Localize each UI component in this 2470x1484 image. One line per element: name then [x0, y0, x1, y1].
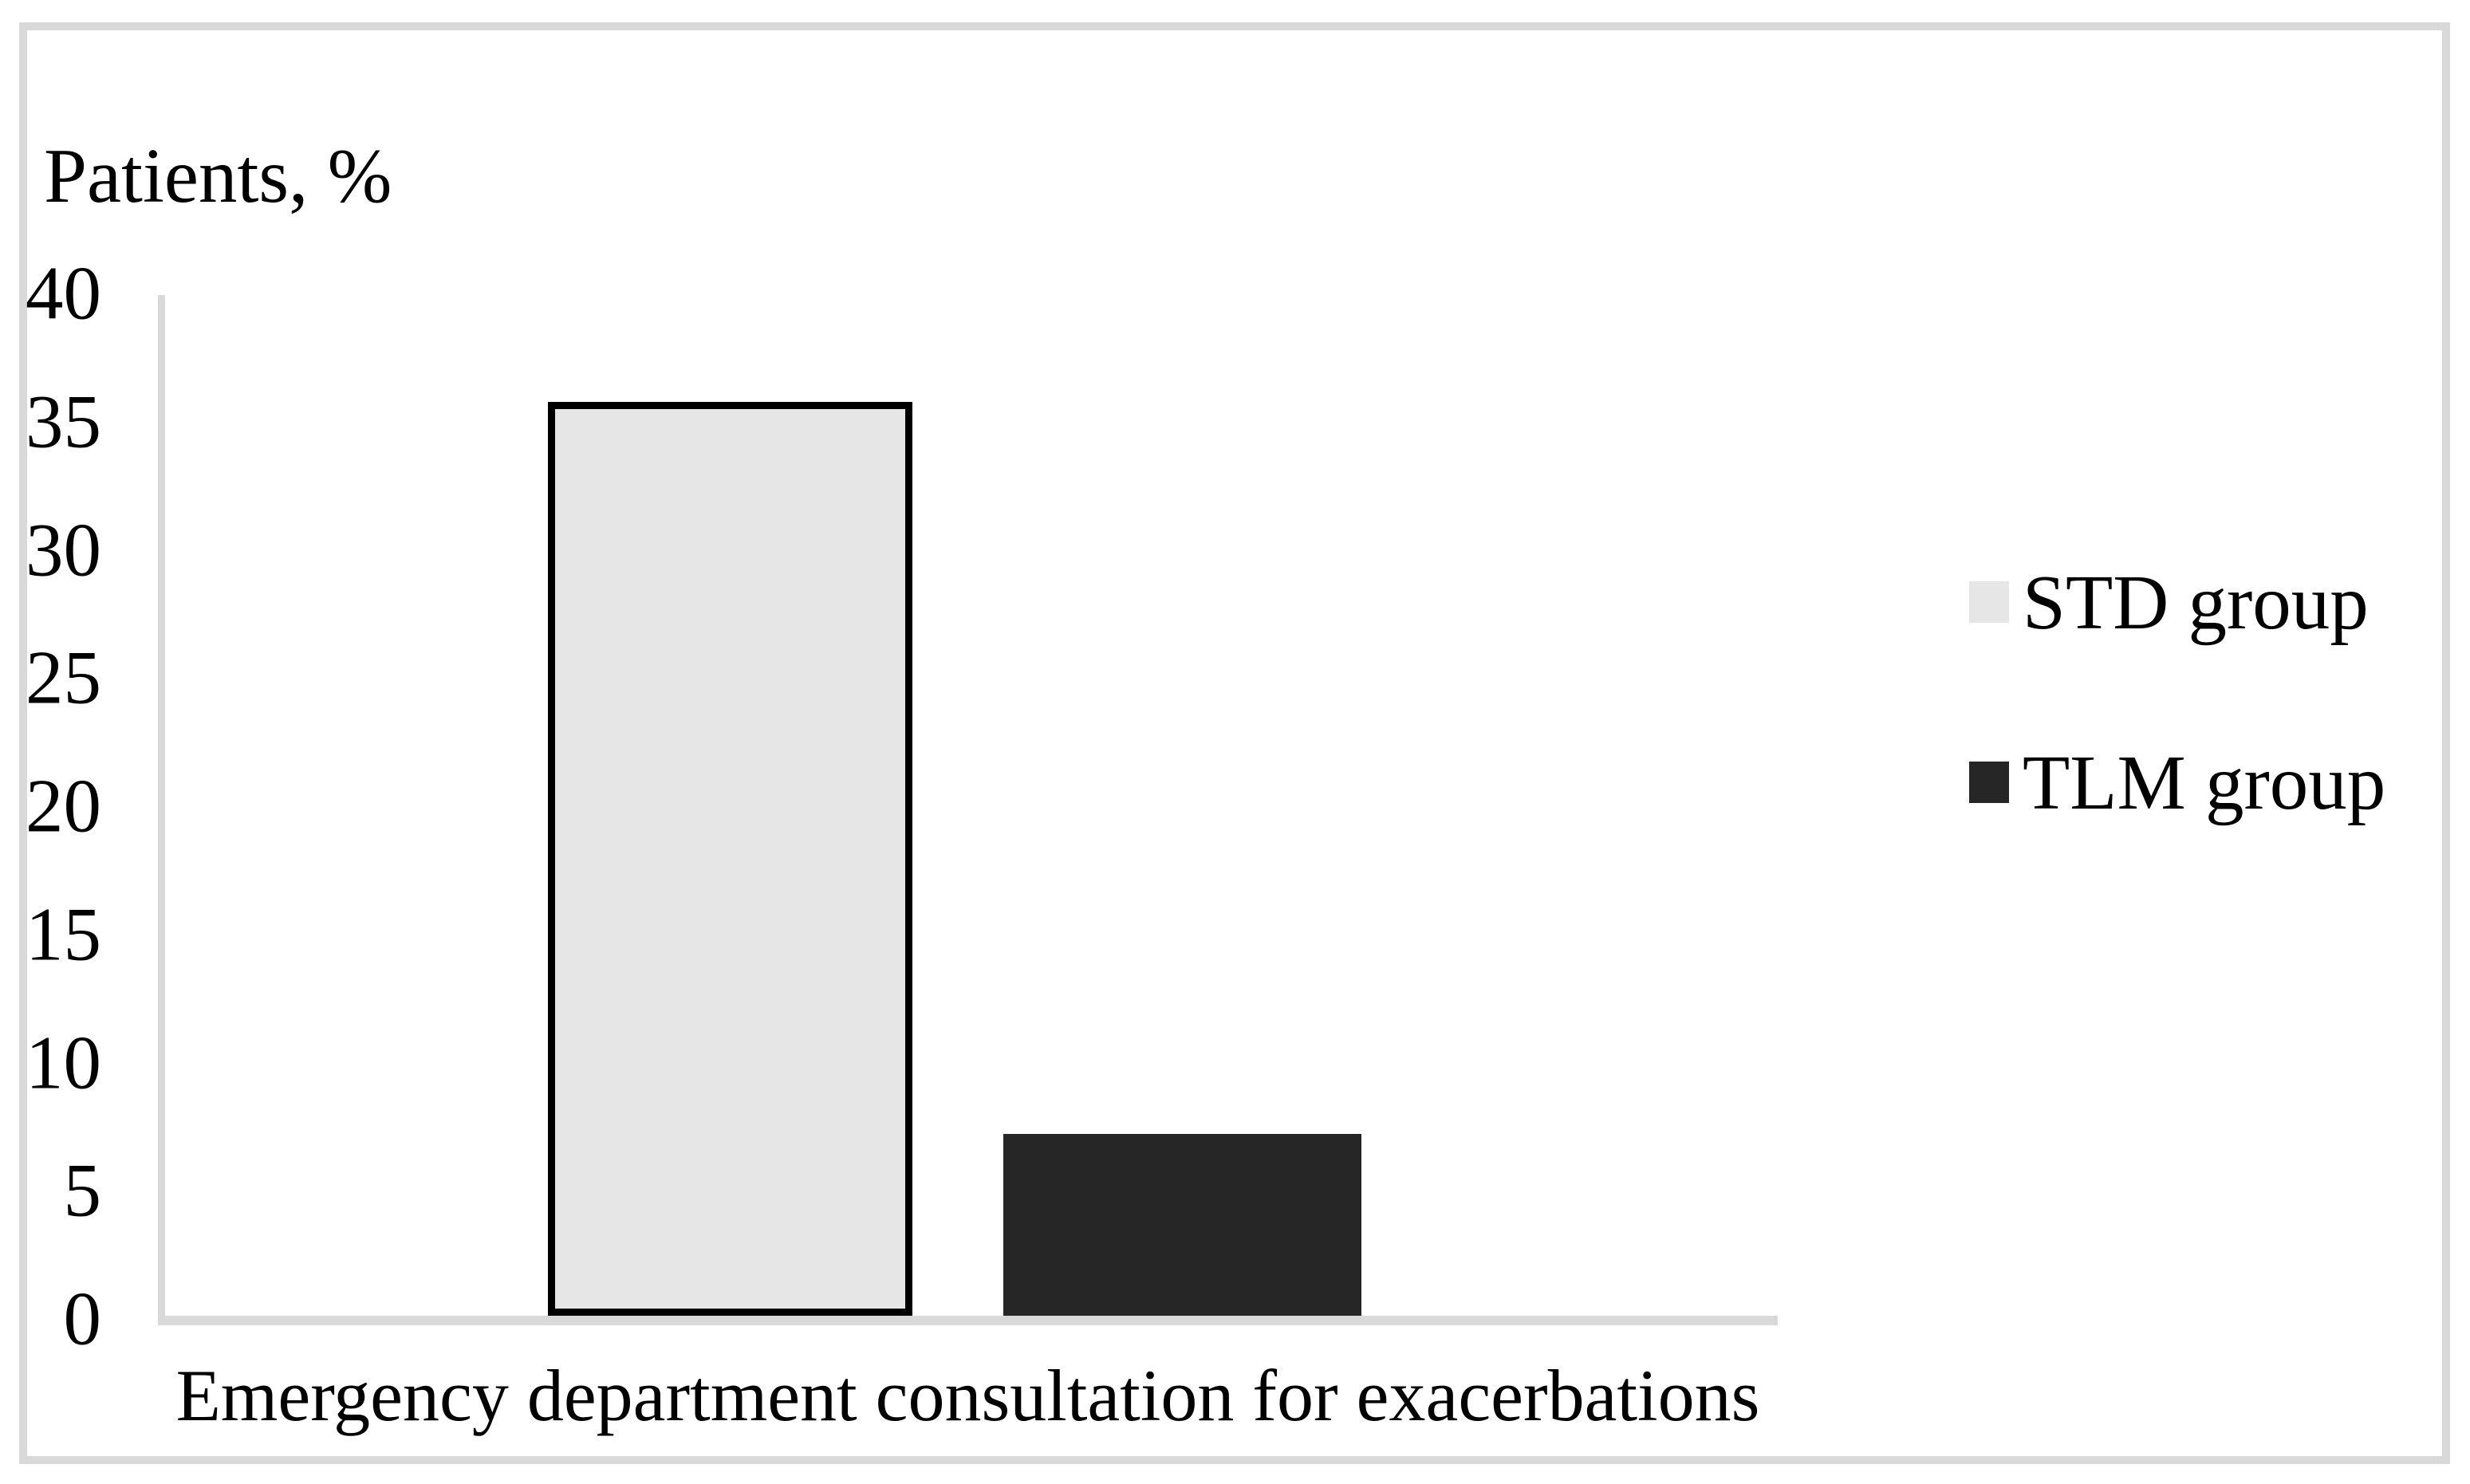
y-axis-tick-label: 30 [26, 507, 101, 592]
y-axis-tick-label: 25 [26, 635, 101, 720]
legend: STD group TLM group [1969, 550, 2385, 834]
y-axis-tick-label: 0 [63, 1276, 102, 1361]
y-axis-tick-label: 20 [26, 763, 101, 848]
y-axis-line [158, 295, 165, 1325]
y-axis-tick-label: 35 [26, 379, 101, 464]
legend-swatch-std-group [1969, 581, 2009, 623]
x-axis-line [158, 1316, 1778, 1325]
legend-item: TLM group [1969, 730, 2385, 834]
y-axis-tick-label: 15 [26, 892, 101, 977]
figure-frame [19, 22, 2450, 1464]
y-axis-tick-label: 40 [26, 250, 101, 336]
bar-std-group [548, 402, 912, 1316]
chart-title: Patients, % [44, 133, 392, 218]
legend-swatch-tlm-group [1969, 762, 2009, 803]
x-axis-label: Emergency department consultation for ex… [175, 1355, 1760, 1436]
legend-label: TLM group [2023, 739, 2386, 825]
bar-tlm-group [1003, 1134, 1361, 1316]
y-axis-tick-label: 5 [63, 1147, 102, 1233]
y-axis-tick-label: 10 [26, 1020, 101, 1105]
legend-item: STD group [1969, 550, 2385, 654]
legend-label: STD group [2023, 559, 2369, 645]
